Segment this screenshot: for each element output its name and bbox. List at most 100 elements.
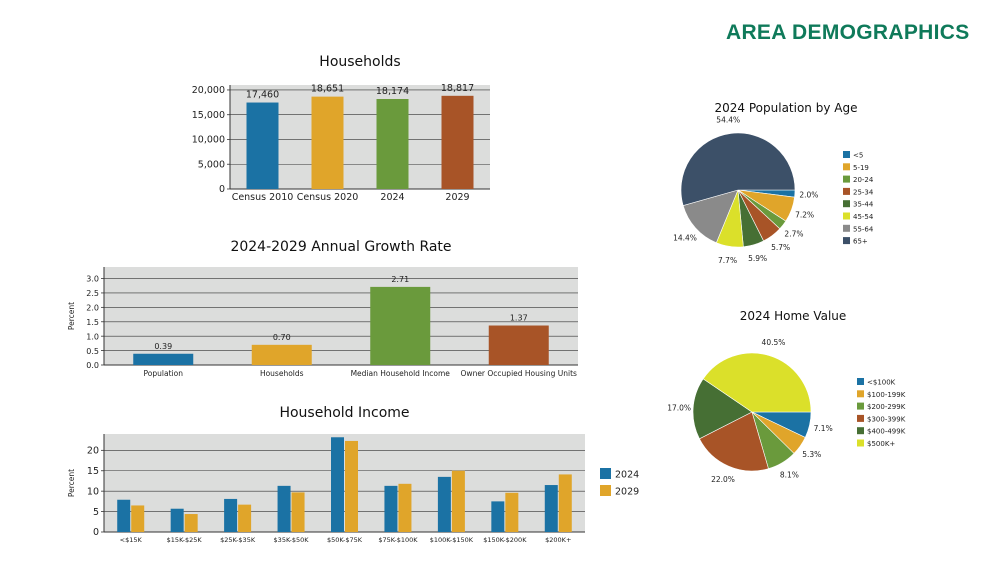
legend-label: 55-64 (853, 225, 874, 233)
category-label: $25K-$35K (220, 536, 256, 544)
y-tick-label: 2.5 (86, 289, 99, 298)
y-axis-label: Percent (67, 302, 76, 330)
legend-swatch (843, 187, 850, 195)
category-label: Households (260, 369, 304, 378)
bar (376, 98, 409, 189)
bar-2029 (451, 470, 465, 532)
bar-2024 (277, 485, 291, 532)
legend-label: $500K+ (867, 440, 895, 448)
slice-label: 40.5% (762, 338, 786, 347)
category-label: $100K-$150K (430, 536, 474, 544)
bar-2024 (331, 437, 344, 532)
legend-swatch (843, 224, 850, 232)
y-tick-label: 10 (87, 486, 99, 497)
legend-swatch (600, 468, 611, 479)
bar-2024 (117, 499, 131, 532)
legend-swatch (843, 151, 850, 158)
pie-slice (702, 352, 812, 413)
category-label: <$15K (120, 536, 143, 544)
legend-label: 65+ (853, 238, 868, 246)
category-label: 2029 (445, 192, 469, 203)
pie-slice (680, 132, 796, 206)
bar (370, 286, 431, 365)
category-label: Census 2020 (297, 192, 359, 203)
y-tick-label: 3.0 (86, 275, 99, 284)
bar-2029 (345, 440, 358, 532)
category-label: 2024 (380, 192, 404, 203)
slice-label: 14.4% (673, 233, 697, 242)
y-tick-label: 15 (87, 466, 99, 477)
bar (246, 102, 279, 189)
chart-growth: 0.0 0.5 1.0 1.5 2.0 2.5 3.0 2024-2029 Annual Gr… (67, 239, 578, 378)
legend-label: $100-199K (867, 391, 906, 399)
legend-swatch (843, 200, 850, 208)
y-tick-label: 10,000 (192, 135, 225, 146)
category-label: $200K+ (545, 536, 571, 544)
bar-2024 (224, 498, 238, 532)
y-tick-label: 0.0 (86, 361, 99, 370)
data-label: 0.70 (273, 333, 291, 342)
data-label: 18,174 (376, 86, 409, 97)
bar-2024 (384, 485, 398, 532)
slice-label: 5.9% (748, 254, 767, 263)
legend-label: 5-19 (853, 164, 869, 172)
bar (311, 96, 344, 189)
slice-label: 5.3% (802, 450, 821, 459)
legend-label: <5 (853, 152, 863, 160)
bar-2024 (437, 476, 451, 532)
slice-label: 8.1% (780, 471, 799, 480)
pie-slice (692, 378, 753, 440)
legend-label: 45-54 (853, 213, 874, 221)
legend-label: 20-24 (853, 176, 874, 184)
data-label: 18,651 (311, 84, 344, 95)
category-label: $150K-$200K (483, 536, 527, 544)
bar (251, 344, 312, 365)
chart-title: 2024 Home Value (740, 309, 847, 323)
legend-label: 35-44 (853, 201, 874, 209)
y-tick-label: 0 (93, 527, 99, 538)
y-axis-label: Percent (67, 469, 76, 497)
page-title: AREA DEMOGRAPHICS (726, 21, 970, 44)
category-label: $35K-$50K (274, 536, 310, 544)
category-label: $75K-$100K (378, 536, 418, 544)
bar (133, 353, 194, 365)
legend-label: 2029 (615, 487, 639, 498)
legend-swatch (857, 427, 864, 435)
legend-swatch (843, 237, 850, 245)
slice-label: 22.0% (711, 475, 735, 484)
slice-label: 54.4% (716, 116, 740, 125)
slice-label: 5.7% (771, 243, 790, 252)
category-label: Median Household Income (351, 369, 451, 378)
slice-label: 7.7% (718, 256, 737, 265)
chart-title: 2024-2029 Annual Growth Rate (230, 239, 451, 255)
bar-2024 (170, 508, 184, 532)
slice-label: 7.2% (795, 210, 814, 219)
bar-2029 (238, 504, 252, 532)
bar-2029 (184, 514, 198, 532)
data-label: 18,817 (441, 83, 474, 94)
legend-swatch (857, 439, 864, 447)
legend-label: $400-499K (867, 428, 906, 436)
y-tick-label: 5 (93, 507, 99, 518)
bar-2024 (544, 485, 558, 532)
y-tick-label: 0 (219, 184, 225, 195)
category-label: $50K-$75K (327, 536, 363, 544)
legend-swatch (843, 212, 850, 220)
chart-income: 0 5 10 15 20 Household Income Percent <$15K $15K… (67, 405, 639, 544)
legend-swatch (857, 390, 864, 398)
slice-label: 2.0% (799, 190, 818, 199)
y-tick-label: 0.5 (86, 347, 99, 356)
legend-label: $200-299K (867, 403, 906, 411)
chart-age: 2024 Population by Age 2.0% <5 7.2% 5-19 2.7%… (673, 101, 874, 265)
chart-title: 2024 Population by Age (715, 101, 858, 115)
data-label: 2.71 (391, 275, 409, 284)
legend-swatch (843, 175, 850, 183)
y-tick-label: 5,000 (198, 159, 225, 170)
category-label: $15K-$25K (167, 536, 203, 544)
y-tick-label: 2.0 (86, 304, 99, 313)
slice-label: 2.7% (784, 230, 803, 239)
slice-label: 7.1% (814, 424, 833, 433)
legend-swatch (600, 485, 611, 496)
legend-label: <$100K (867, 379, 896, 387)
